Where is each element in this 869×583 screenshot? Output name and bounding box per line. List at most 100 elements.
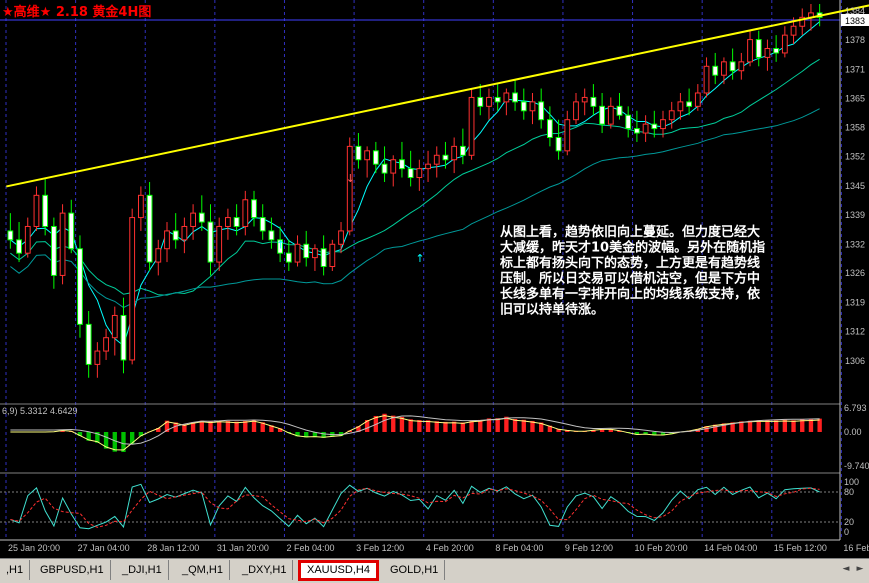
- candle-body: [259, 217, 266, 232]
- candle-body: [216, 225, 223, 263]
- candle-body: [207, 221, 214, 263]
- candle-body: [285, 252, 292, 263]
- x-tick-label: 25 Jan 20:00: [8, 543, 60, 553]
- chart-tab[interactable]: XAUUSD,H4: [298, 560, 379, 581]
- candle-body: [120, 314, 127, 361]
- candle-body: [755, 39, 762, 58]
- candle-body: [85, 323, 92, 365]
- candle-body: [198, 212, 205, 223]
- candle-body: [773, 47, 780, 54]
- candle-body: [799, 16, 806, 27]
- candle-body: [407, 168, 414, 179]
- y-tick-label: 1352: [845, 152, 865, 162]
- annotation-line: 大减缓，昨天才10美金的波幅。另外在随机指: [500, 240, 765, 256]
- y-tick-label: 1306: [845, 356, 865, 366]
- candle-body: [520, 101, 527, 112]
- candle-body: [381, 163, 388, 174]
- candle-body: [364, 150, 371, 161]
- indicator-tick-label: 6.793: [844, 403, 867, 413]
- candle-body: [573, 101, 579, 121]
- candle-body: [546, 119, 553, 138]
- fractal-arrow: ↑: [276, 239, 285, 252]
- candle-body: [416, 168, 423, 179]
- annotation-line: 从图上看，趋势依旧向上蔓延。但力度已经大: [500, 224, 760, 240]
- fractal-arrow: ↑: [415, 252, 424, 265]
- candle-body: [599, 105, 605, 125]
- y-tick-label: 1319: [845, 298, 865, 308]
- moving-average-line: [10, 21, 820, 347]
- moving-average-line: [10, 108, 820, 309]
- candle-body: [442, 154, 449, 161]
- candle-body: [459, 145, 466, 156]
- stoch-tick-label: 100: [844, 477, 859, 487]
- candle-body: [581, 96, 588, 103]
- candle-body: [564, 119, 571, 152]
- chart-tab[interactable]: GBPUSD,H1: [34, 560, 111, 580]
- price-chart: ↓↑↑↓ 13841378137113651358135213451339133…: [0, 0, 869, 553]
- candle-body: [277, 239, 284, 254]
- chart-tab[interactable]: _DJI,H1: [116, 560, 169, 580]
- candle-body: [529, 101, 536, 112]
- chart-tab[interactable]: ,H1: [0, 560, 31, 580]
- candle-body: [42, 194, 49, 227]
- x-tick-label: 16 Feb 20:00: [843, 543, 869, 553]
- chart-tab[interactable]: _DXY,H1: [236, 560, 294, 580]
- candle-body: [399, 159, 405, 170]
- x-tick-label: 28 Jan 12:00: [147, 543, 199, 553]
- stoch-tick-label: 20: [844, 517, 854, 527]
- candle-body: [320, 248, 327, 268]
- tab-scroll-right-icon[interactable]: ►: [856, 564, 864, 574]
- candle-body: [16, 239, 22, 254]
- annotation-line: 压制。所以日交易可以借机沽空，但是下方中: [500, 271, 760, 287]
- candle-body: [721, 61, 727, 76]
- chart-title: ★高维★ 2.18 黄金4H图: [2, 4, 151, 20]
- y-tick-label: 1345: [845, 181, 865, 191]
- candle-body: [642, 123, 649, 134]
- candle-body: [668, 110, 675, 121]
- candle-body: [372, 150, 379, 165]
- fractal-arrow: ↓: [346, 172, 355, 185]
- stoch-tick-label: 0: [844, 527, 849, 537]
- candle-body: [94, 350, 101, 365]
- y-tick-label: 1371: [845, 64, 865, 74]
- candle-body: [634, 128, 640, 134]
- candle-body: [190, 212, 196, 227]
- candle-body: [703, 65, 710, 94]
- x-tick-label: 3 Feb 12:00: [356, 543, 404, 553]
- current-price-box: [841, 14, 869, 26]
- candle-body: [781, 34, 788, 54]
- candle-body: [33, 194, 40, 227]
- stoch-tick-label: 80: [844, 487, 854, 497]
- candle-body: [712, 65, 719, 76]
- y-tick-label: 1332: [845, 239, 865, 249]
- y-tick-label: 1326: [845, 268, 865, 278]
- y-tick-label: 1384: [845, 6, 865, 16]
- indicator-label: 6,9) 5.3312 4.6429: [2, 406, 78, 416]
- annotation-line: 长线多单有一字排开向上的均线系统支持，依: [500, 286, 761, 302]
- stoch-d-line: [10, 487, 820, 528]
- candle-body: [303, 243, 310, 259]
- candle-body: [242, 199, 249, 227]
- candle-body: [538, 101, 545, 121]
- candle-body: [251, 199, 257, 219]
- candle-body: [59, 212, 66, 276]
- candle-body: [346, 145, 353, 232]
- candle-body: [747, 39, 753, 63]
- y-tick-label: 1339: [845, 210, 865, 220]
- trend-line: [6, 4, 869, 188]
- chart-tab[interactable]: GOLD,H1: [384, 560, 446, 580]
- candle-body: [694, 92, 701, 107]
- chart-tab[interactable]: _QM,H1: [176, 560, 230, 580]
- candle-body: [172, 230, 179, 241]
- candle-body: [790, 25, 797, 36]
- tab-scroll-left-icon[interactable]: ◄: [842, 564, 850, 574]
- candle-body: [103, 337, 109, 352]
- candle-body: [50, 225, 57, 276]
- candle-body: [355, 145, 362, 161]
- candle-body: [146, 194, 153, 263]
- x-tick-label: 31 Jan 20:00: [217, 543, 269, 553]
- moving-average-line: [10, 58, 820, 296]
- annotation-line: 标上都有扬头向下的态势，上方更是有趋势线: [499, 255, 760, 271]
- x-tick-label: 9 Feb 12:00: [565, 543, 613, 553]
- x-tick-label: 14 Feb 04:00: [704, 543, 757, 553]
